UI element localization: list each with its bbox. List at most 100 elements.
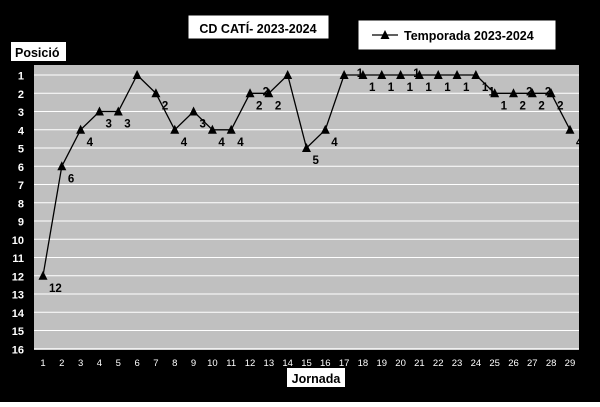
data-label: 1 [413,68,420,80]
data-label: 5 [312,155,319,167]
data-label: 2 [545,86,551,98]
x-tick-label: 3 [78,358,83,369]
y-axis-title-box [11,42,66,61]
data-point [207,124,217,134]
data-point [339,70,349,79]
data-point [546,88,556,98]
data-point [433,70,443,79]
x-tick-label: 11 [226,358,236,369]
data-point [38,270,48,280]
x-tick-label: 14 [282,358,293,369]
y-tick-label: 1 [18,71,24,83]
y-tick-label: 10 [12,235,24,247]
data-point [264,88,274,98]
x-tick-label: 24 [471,358,482,369]
data-label: 3 [124,119,130,131]
x-tick-label: 8 [172,358,177,369]
y-tick-label: 15 [12,326,24,338]
data-point [189,106,199,116]
data-label: 1 [369,82,376,94]
x-tick-label: 18 [358,358,369,369]
plot-area [34,65,579,350]
x-tick-label: 19 [376,358,387,369]
y-tick-label: 13 [12,290,24,302]
y-tick-label: 3 [18,107,24,119]
y-tick-label: 14 [12,308,25,320]
data-label: 1 [488,86,495,98]
x-tick-label: 5 [116,358,121,369]
x-tick-label: 22 [433,358,444,369]
x-axis-title: Jornada [292,372,342,386]
x-tick-label: 17 [339,358,350,369]
data-label: 12 [49,283,62,295]
y-tick-label: 9 [18,217,24,229]
data-point [301,143,311,152]
data-label: 3 [200,119,206,131]
y-tick-label: 11 [12,253,24,265]
data-label: 3 [105,119,111,131]
x-tick-label: 13 [264,358,275,369]
data-label: 2 [526,86,532,98]
y-tick-label: 5 [18,144,24,156]
x-tick-label: 6 [134,358,139,369]
data-label: 1 [482,82,489,94]
series-points [38,70,575,280]
data-label: 1 [388,82,395,94]
data-point [527,88,537,98]
y-tick-label: 4 [18,125,25,137]
data-label: 1 [407,82,414,94]
x-tick-label: 10 [207,358,218,369]
x-tick-label: 25 [489,358,500,369]
data-label: 4 [218,137,225,149]
data-label: 1 [463,82,470,94]
data-label: 2 [256,100,262,112]
y-tick-label: 6 [18,162,24,174]
y-axis-title: Posició [15,46,60,60]
x-axis-title-box [287,368,345,387]
data-point [283,70,293,79]
y-tick-label: 12 [12,271,24,283]
x-tick-label: 2 [59,358,64,369]
x-tick-label: 26 [508,358,519,369]
y-tick-label: 8 [18,198,24,210]
data-label: 2 [263,86,269,98]
data-label: 2 [520,100,526,112]
data-label: 1 [357,68,364,80]
data-label: 1 [444,82,451,94]
x-tick-label: 1 [40,358,45,369]
x-tick-label: 7 [153,358,158,369]
data-point [471,70,481,79]
chart-title: CD CATÍ- 2023-2024 [199,21,316,36]
data-label: 1 [425,82,432,94]
data-point [170,124,180,134]
x-tick-label: 12 [245,358,256,369]
data-point [113,106,123,116]
x-tick-label: 16 [320,358,331,369]
title-box [187,14,330,40]
x-tick-labels: 1 2 3 4 5 6 7 8 9 10 11 12 13 14 15 16 17 18 19 20 21 22 23 24 2… [40,358,575,369]
x-tick-label: 9 [191,358,196,369]
x-tick-label: 20 [395,358,406,369]
data-label: 1 [501,100,508,112]
x-tick-label: 29 [565,358,576,369]
data-label: 2 [162,100,168,112]
x-tick-label: 15 [301,358,312,369]
y-tick-label: 7 [18,180,24,192]
data-point [377,70,387,79]
data-point [57,161,67,171]
data-point [396,70,406,79]
data-point [94,106,104,116]
legend-entry-label: Temporada 2023-2024 [404,29,534,43]
y-tick-label: 2 [18,89,24,101]
x-tick-label: 4 [97,358,102,369]
data-point [565,124,575,134]
data-point [245,88,255,98]
data-point [509,88,518,98]
data-label: 4 [87,137,94,149]
data-point [358,70,368,79]
data-label: 4 [331,137,338,149]
x-tick-label: 27 [527,358,538,369]
